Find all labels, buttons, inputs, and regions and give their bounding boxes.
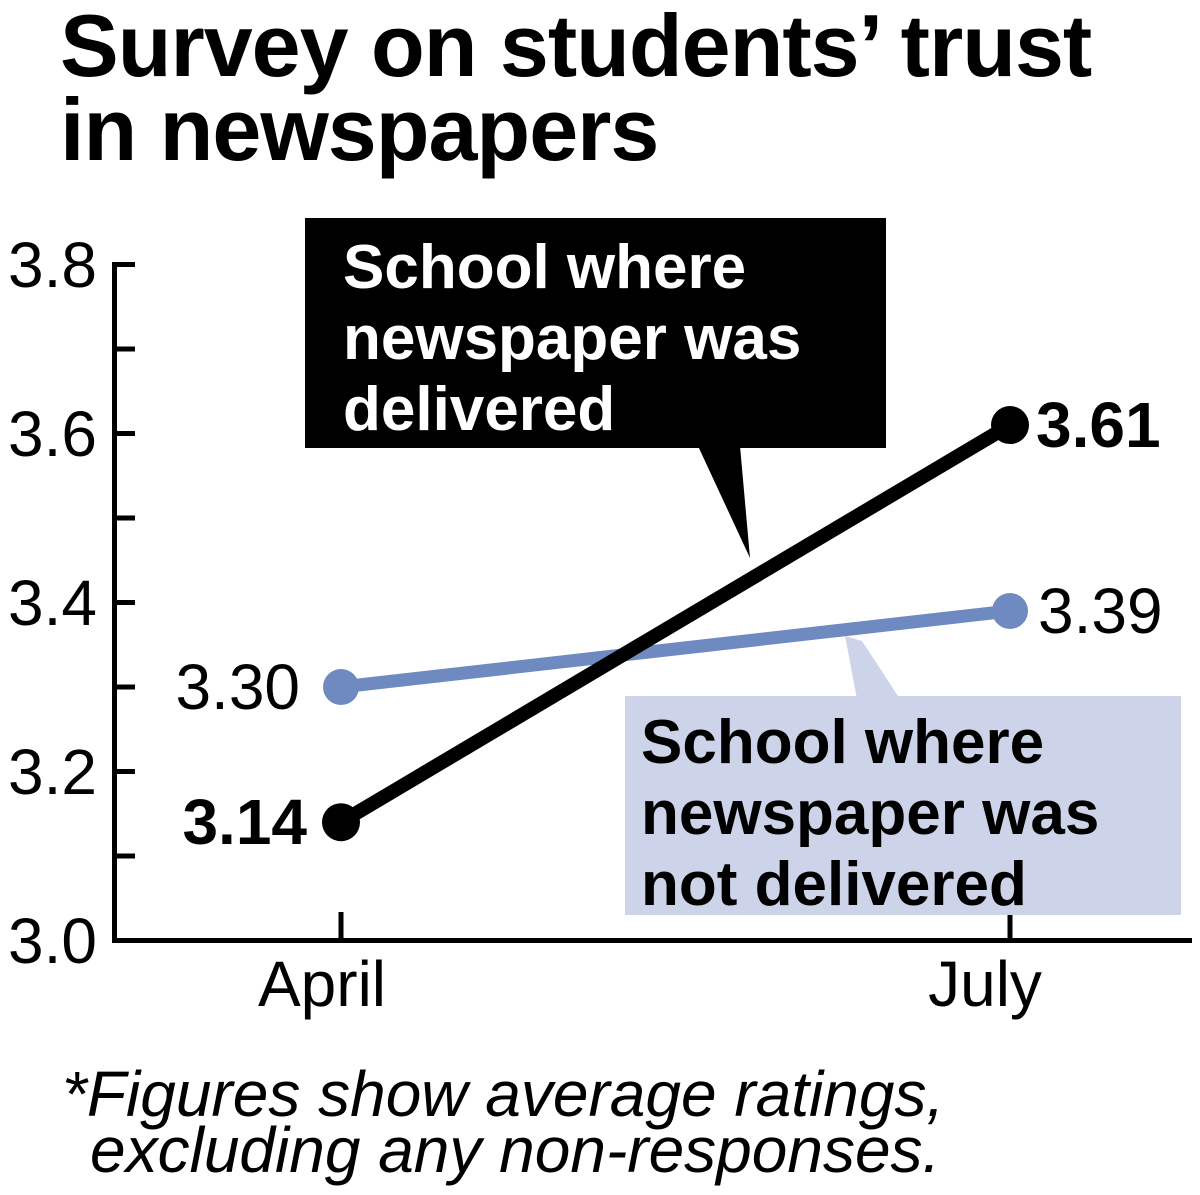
axes bbox=[112, 263, 1192, 943]
callout-not-delivered: School where newspaper was not delivered bbox=[625, 696, 1181, 919]
series-line-not-delivered bbox=[340, 604, 1011, 694]
callout-not-delivered-line1: School where bbox=[641, 708, 1045, 777]
y-axis-label-3.0: 3.0 bbox=[8, 904, 97, 977]
callout-not-delivered-tail bbox=[845, 636, 900, 699]
callout-delivered: School where newspaper was delivered bbox=[305, 218, 886, 448]
y-axis-label-3.6: 3.6 bbox=[8, 397, 97, 470]
value-label-not-delivered-april: 3.30 bbox=[175, 651, 300, 723]
callout-delivered-tail bbox=[698, 446, 750, 558]
y-axis-label-3.4: 3.4 bbox=[8, 566, 97, 639]
chart-title-line1: Survey on students’ trust bbox=[60, 0, 1092, 95]
callout-delivered-line1: School where bbox=[343, 233, 747, 302]
callout-delivered-line3: delivered bbox=[343, 375, 616, 444]
chart-title-line2: in newspapers bbox=[60, 80, 659, 179]
footnote: *Figures show average ratings, excluding… bbox=[62, 1058, 945, 1186]
x-axis-label-july: July bbox=[928, 948, 1042, 1020]
callout-not-delivered-line2: newspaper was bbox=[641, 779, 1100, 848]
x-axis-label-april: April bbox=[257, 948, 387, 1020]
value-label-delivered-july: 3.61 bbox=[1036, 389, 1161, 462]
data-point-delivered-april bbox=[322, 803, 360, 842]
data-point-not-delivered-july bbox=[992, 592, 1028, 629]
footnote-line2: excluding any non-responses. bbox=[90, 1114, 941, 1186]
y-axis-label-3.8: 3.8 bbox=[8, 228, 97, 301]
value-label-delivered-april: 3.14 bbox=[182, 786, 307, 859]
value-label-not-delivered-july: 3.39 bbox=[1038, 574, 1163, 647]
y-axis-labels: 3.0 3.2 3.4 3.6 3.8 bbox=[0, 0, 97, 1195]
footnote-line1: *Figures show average ratings, bbox=[62, 1058, 945, 1130]
callout-not-delivered-line3: not delivered bbox=[641, 850, 1027, 919]
y-axis-label-3.2: 3.2 bbox=[8, 735, 97, 808]
callout-delivered-line2: newspaper was bbox=[343, 304, 802, 373]
data-point-delivered-july bbox=[991, 406, 1029, 445]
chart-title: Survey on students’ trust in newspapers bbox=[60, 0, 1092, 179]
data-point-not-delivered-april bbox=[323, 669, 359, 705]
series-line-delivered bbox=[337, 419, 1014, 829]
